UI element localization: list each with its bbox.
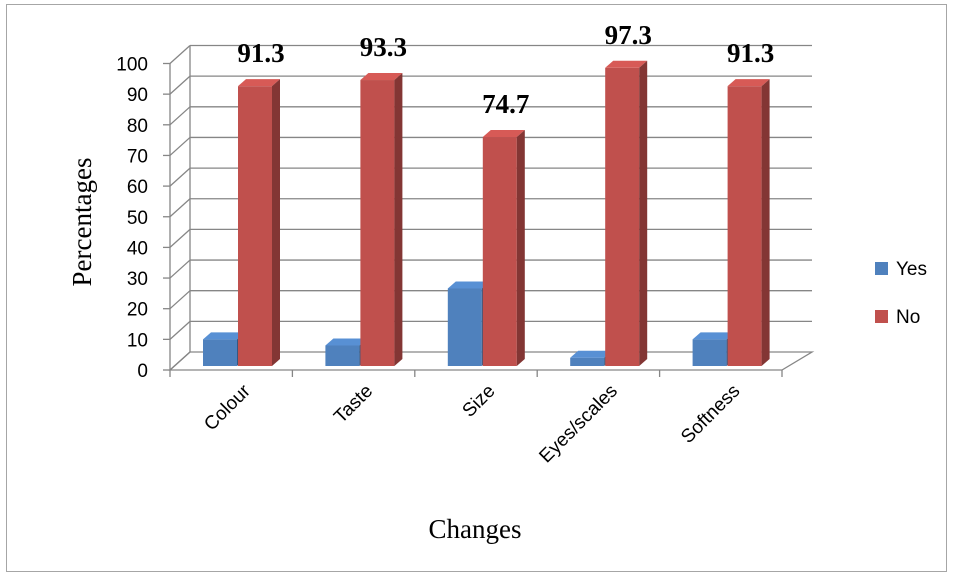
data-label: 97.3 xyxy=(605,20,652,50)
bar-front xyxy=(605,67,640,366)
side-gridline xyxy=(169,198,191,218)
bar-front xyxy=(692,339,727,366)
side-gridline xyxy=(169,106,191,126)
side-gridline xyxy=(169,75,191,95)
y-tick-label: 50 xyxy=(127,208,148,229)
y-tick-label: 0 xyxy=(137,361,148,382)
y-tick-labels: 0 10 20 30 40 50 60 70 80 90 100 xyxy=(116,55,148,383)
side-gridline xyxy=(169,290,191,310)
bar-side xyxy=(516,130,525,366)
bar-top xyxy=(203,332,245,340)
x-tick-label: Eyes/scales xyxy=(535,381,622,468)
bar-front xyxy=(447,288,482,366)
data-label: 91.3 xyxy=(727,38,774,68)
x-axis-title: Changes xyxy=(429,514,522,544)
legend-label-no: No xyxy=(896,307,920,328)
legend-label-yes: Yes xyxy=(896,259,927,280)
y-tick-label: 100 xyxy=(116,55,148,76)
bar-front xyxy=(325,345,360,366)
bar-front xyxy=(482,137,517,366)
y-tick-label: 30 xyxy=(127,269,148,290)
legend-swatch-no xyxy=(875,310,888,323)
x-tick-label: Colour xyxy=(200,380,255,435)
y-axis-title: Percentages xyxy=(67,158,97,287)
bar-top xyxy=(360,73,403,81)
bar-no-colour xyxy=(238,79,280,366)
side-gridline xyxy=(169,136,191,156)
y-tick-label: 60 xyxy=(127,177,148,198)
y-tick-label: 70 xyxy=(127,146,148,167)
bar-top xyxy=(692,332,735,340)
side-gridline xyxy=(169,167,191,187)
y-tick-label: 10 xyxy=(127,330,148,351)
bar-side xyxy=(639,60,648,366)
bar-side xyxy=(394,73,403,367)
x-tick-label: Softness xyxy=(677,381,744,448)
bar-top xyxy=(325,338,368,346)
bar-side xyxy=(761,79,770,366)
bar-front xyxy=(203,339,237,366)
y-tick-label: 90 xyxy=(127,85,148,106)
bar-front xyxy=(360,80,395,367)
side-gridline xyxy=(169,320,191,340)
bar-no-eyesscales xyxy=(605,60,648,366)
data-label: 91.3 xyxy=(237,38,284,68)
side-gridline xyxy=(169,351,191,371)
bar-front xyxy=(570,357,605,366)
x-tick-label: Taste xyxy=(330,381,377,428)
axes xyxy=(169,370,783,377)
y-tick-label: 80 xyxy=(127,116,148,137)
bar-yes-taste xyxy=(325,338,368,366)
legend: Yes No xyxy=(875,259,927,328)
bar-top xyxy=(727,79,770,87)
data-label: 74.7 xyxy=(482,89,529,119)
side-gridline xyxy=(169,259,191,279)
bar-no-size xyxy=(482,130,525,366)
x-tick-labels: Colour Taste Size Eyes/scales Softness xyxy=(200,380,744,467)
bar-no-taste xyxy=(360,73,403,367)
bar-top xyxy=(570,350,613,358)
legend-swatch-yes xyxy=(875,262,888,275)
bar-top xyxy=(447,281,490,289)
bar-top xyxy=(482,130,525,138)
x-tick-label: Size xyxy=(459,381,500,422)
side-gridline xyxy=(169,228,191,248)
bar-front xyxy=(238,86,272,366)
side-gridline xyxy=(169,45,191,64)
data-labels: 91.3 93.3 74.7 97.3 91.3 xyxy=(237,20,774,119)
bar-side xyxy=(272,79,280,366)
bar-front xyxy=(727,86,762,366)
bars xyxy=(203,60,770,367)
bar-top xyxy=(605,60,648,68)
bar-no-softness xyxy=(727,79,770,366)
bar-top xyxy=(238,79,280,87)
y-tick-label: 20 xyxy=(127,300,148,321)
data-label: 93.3 xyxy=(360,32,407,62)
y-tick-label: 40 xyxy=(127,238,148,259)
